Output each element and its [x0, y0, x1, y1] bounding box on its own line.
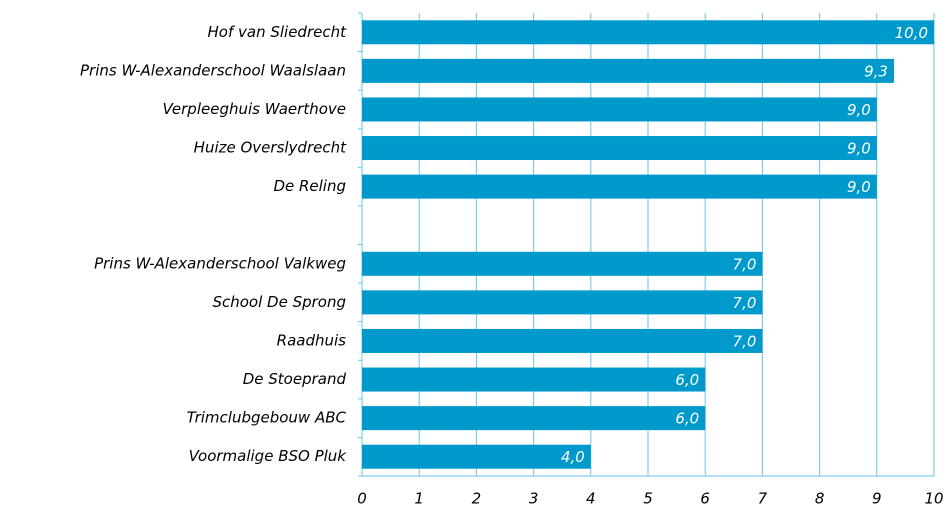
y-tick-label: Trimclubgebouw ABC: [187, 409, 347, 427]
bar: [362, 97, 877, 122]
value-label: 9,0: [847, 101, 871, 119]
bar: [362, 367, 706, 392]
value-label: 7,0: [733, 255, 757, 273]
x-tick-label: 1: [414, 490, 424, 508]
bar: [362, 251, 763, 276]
y-tick-label: De Stoeprand: [243, 370, 347, 388]
y-tick-label: Verpleeghuis Waerthove: [163, 100, 346, 118]
bar: [362, 58, 894, 83]
value-label: 7,0: [733, 332, 757, 350]
value-label: 9,0: [847, 178, 871, 196]
value-label: 7,0: [733, 294, 757, 312]
y-tick-label: Voormalige BSO Pluk: [189, 447, 348, 465]
bar: [362, 328, 763, 353]
y-tick-label: Raadhuis: [277, 331, 347, 349]
y-tick-label: Prins W-Alexanderschool Valkweg: [94, 254, 346, 272]
value-label: 6,0: [675, 371, 699, 389]
y-tick-label: De Reling: [273, 177, 346, 195]
y-tick-label: Huize Overslydrecht: [194, 139, 347, 157]
bar: [362, 174, 877, 199]
x-tick-label: 6: [700, 490, 710, 508]
x-tick-label: 8: [815, 490, 825, 508]
bar: [362, 406, 706, 431]
x-tick-label: 4: [586, 490, 596, 508]
x-tick-label: 0: [357, 490, 367, 508]
y-tick-label: Hof van Sliedrecht: [208, 23, 348, 41]
x-tick-label: 2: [472, 490, 482, 508]
x-tick-label: 5: [643, 490, 653, 508]
value-label: 9,3: [864, 62, 888, 80]
x-tick-label: 9: [872, 490, 882, 508]
value-label: 6,0: [675, 410, 699, 428]
bar: [362, 444, 591, 469]
x-tick-label: 3: [529, 490, 539, 508]
bar: [362, 20, 934, 45]
y-tick-label: Prins W-Alexanderschool Waalslaan: [80, 61, 346, 79]
value-label: 4,0: [561, 448, 585, 466]
x-tick-label: 10: [924, 490, 943, 508]
bar: [362, 290, 763, 315]
value-label: 9,0: [847, 140, 871, 158]
value-label: 10,0: [895, 24, 928, 42]
bar: [362, 136, 877, 161]
y-tick-label: School De Sprong: [212, 293, 346, 311]
x-tick-label: 7: [758, 490, 768, 508]
